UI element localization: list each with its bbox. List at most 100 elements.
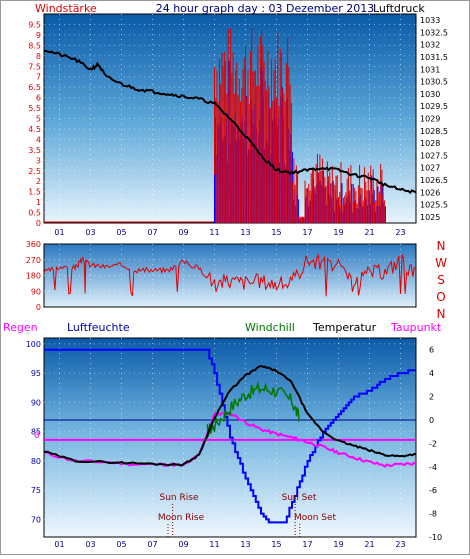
x-tick-label: 23 — [395, 540, 405, 549]
left-tick-label: 1 — [36, 198, 41, 207]
humidity-line — [44, 348, 416, 524]
sun-rise-label: Sun Rise — [160, 493, 199, 503]
x-tick-label: 05 — [116, 228, 126, 237]
x-tick-label: 13 — [240, 540, 250, 549]
left-tick-label: 180 — [26, 272, 41, 281]
legend-windchill: Windchill — [245, 321, 295, 334]
legend-luftfeuchte: Luftfeuchte — [67, 321, 130, 334]
x-tick-label: 19 — [333, 540, 343, 549]
right-tick-label: -4 — [429, 463, 437, 472]
left-tick-label: 2 — [36, 177, 41, 186]
x-tick-label: 01 — [54, 540, 64, 549]
x-tick-label: 03 — [85, 540, 95, 549]
left-tick-label: 8.5 — [28, 41, 41, 50]
right-tick-label: 1027 — [420, 164, 440, 173]
right-tick-label: -2 — [429, 439, 437, 448]
right-tick-label: 1032.5 — [420, 28, 448, 37]
left-tick-label: 6.5 — [28, 83, 41, 92]
x-tick-label: 17 — [302, 228, 312, 237]
left-tick-label: 0.5 — [28, 209, 41, 218]
left-tick-label: 9.5 — [28, 20, 41, 29]
compass-letter: N — [437, 307, 446, 321]
temperature-line — [43, 364, 417, 467]
wind-direction-line — [43, 253, 415, 297]
pressure-line — [44, 50, 417, 195]
left-tick-label: 85 — [31, 428, 41, 437]
right-tick-label: 1030.5 — [420, 78, 448, 87]
compass-letter: O — [436, 290, 445, 304]
right-tick-label: 1028.5 — [420, 127, 448, 136]
x-tick-label: 13 — [240, 228, 250, 237]
right-tick-label: 1025 — [420, 213, 440, 222]
right-tick-label: 1033 — [420, 16, 440, 25]
right-tick-label: 1031.5 — [420, 53, 448, 62]
left-tick-label: 70 — [31, 515, 41, 524]
x-tick-label: 05 — [116, 540, 126, 549]
right-tick-label: 1025.5 — [420, 201, 448, 210]
legend-taupunkt: Taupunkt — [390, 321, 442, 334]
right-tick-label: -6 — [429, 486, 437, 495]
compass-letter: S — [437, 273, 445, 287]
legend-regen: Regen — [3, 321, 38, 334]
left-tick-label: 3 — [36, 156, 41, 165]
left-tick-label: 9 — [36, 31, 41, 40]
pressure-label: Luftdruck — [373, 2, 425, 15]
right-tick-label: 4 — [429, 369, 434, 378]
right-tick-label: 1031 — [420, 65, 440, 74]
right-tick-label: 2 — [429, 393, 434, 402]
right-tick-label: 1027.5 — [420, 151, 448, 160]
humidity-temperature-panel: 70 75 80 85 90 95 100 6 4 2 0 -2 -4 -6 -8 -10 01 03 05 07… — [26, 337, 442, 549]
left-tick-label: 360 — [26, 240, 41, 249]
left-tick-label: 4.5 — [28, 125, 41, 134]
x-tick-label: 19 — [333, 228, 343, 237]
x-tick-label: 09 — [178, 228, 188, 237]
regen-zero-label: 0 — [34, 431, 40, 441]
legend-temperatur: Temperatur — [312, 321, 377, 334]
left-tick-label: 270 — [26, 256, 41, 265]
x-tick-label: 15 — [271, 540, 281, 549]
right-tick-label: 1026.5 — [420, 176, 448, 185]
compass-letter: W — [435, 256, 447, 270]
left-tick-label: 7.5 — [28, 62, 41, 71]
left-tick-label: 0 — [36, 303, 41, 312]
x-tick-label: 07 — [147, 228, 157, 237]
left-tick-label: 5.5 — [28, 104, 41, 113]
right-tick-label: 1026 — [420, 188, 440, 197]
x-tick-label: 11 — [209, 228, 219, 237]
left-tick-label: 6 — [36, 94, 41, 103]
left-tick-label: 0 — [36, 219, 41, 228]
left-tick-label: 8 — [36, 52, 41, 61]
moon-rise-label: Moon Rise — [158, 513, 205, 523]
x-tick-label: 15 — [271, 228, 281, 237]
right-tick-label: 1032 — [420, 41, 440, 50]
left-tick-label: 4 — [36, 135, 41, 144]
wind-pressure-panel: 00.5 11.5 22.5 33.5 44.55 5.56 6.57 7.58 8.59 9.5… — [28, 13, 448, 237]
x-tick-label: 23 — [395, 228, 405, 237]
x-tick-label: 09 — [178, 540, 188, 549]
windchill-line — [206, 380, 301, 437]
left-tick-label: 5 — [36, 115, 41, 124]
right-tick-label: -10 — [429, 533, 442, 542]
left-tick-label: 1.5 — [28, 188, 41, 197]
right-tick-label: 6 — [429, 346, 434, 355]
chart-title: 24 hour graph day : 03 Dezember 2013 — [156, 2, 375, 15]
left-tick-label: 90 — [31, 398, 41, 407]
left-tick-label: 80 — [31, 457, 41, 466]
x-tick-label: 17 — [302, 540, 312, 549]
x-tick-label: 21 — [364, 228, 374, 237]
compass-letter: N — [437, 239, 446, 253]
right-tick-label: 0 — [429, 416, 434, 425]
x-tick-label: 03 — [85, 228, 95, 237]
x-tick-label: 01 — [54, 228, 64, 237]
x-tick-label: 21 — [364, 540, 374, 549]
left-tick-label: 75 — [31, 486, 41, 495]
left-tick-label: 2.5 — [28, 167, 41, 176]
right-tick-label: 1028 — [420, 139, 440, 148]
left-tick-label: 7 — [36, 73, 41, 82]
left-tick-label: 100 — [26, 340, 41, 349]
left-tick-label: 95 — [31, 369, 41, 378]
wind-speed-label: Windstärke — [35, 2, 97, 15]
